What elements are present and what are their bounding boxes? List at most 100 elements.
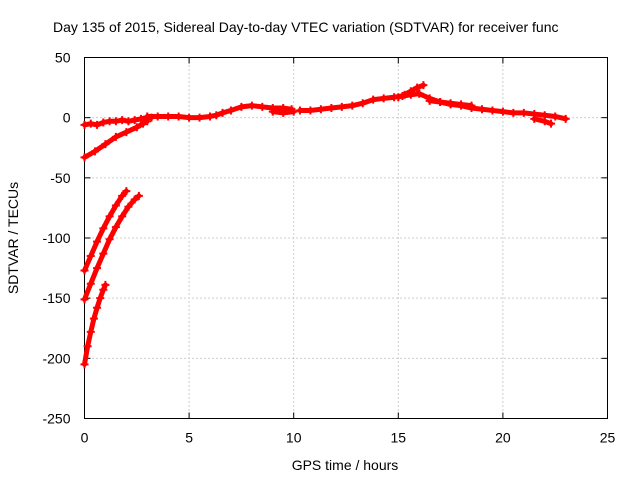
data-series [80,117,152,162]
data-point [143,112,152,121]
data-point [394,93,403,102]
data-point [498,107,507,116]
data-series [143,101,296,122]
y-tick-label: -100 [42,230,70,246]
data-point [337,102,346,111]
data-point [185,113,194,122]
data-point [93,264,102,273]
data-point [130,116,139,125]
data-point [348,101,357,110]
data-series [80,280,110,369]
data-point [425,96,434,105]
data-point [136,114,145,123]
data-point [99,285,108,294]
y-tick-label: -150 [42,290,70,306]
data-point [509,108,518,117]
data-point [101,280,110,289]
y-tick-label: -250 [42,411,70,427]
y-tick-label: -200 [42,350,70,366]
data-point [195,113,204,122]
data-segment [82,253,94,273]
y-tick-label: 0 [63,110,71,126]
data-point [111,117,120,126]
data-point [164,112,173,121]
data-point [93,237,102,246]
data-point [111,201,120,210]
data-point [206,112,215,121]
x-tick-label: 25 [600,430,616,446]
data-point [99,249,108,258]
data-point [247,101,256,110]
data-point [80,295,89,304]
data-point [124,117,133,126]
data-point [134,191,143,200]
data-point [379,94,388,103]
y-tick-label: 50 [55,50,71,66]
data-point [218,108,227,117]
data-point [105,212,114,221]
data-point [86,279,95,288]
data-point [118,191,127,200]
data-point [488,106,497,115]
data-point [80,153,89,162]
data-points [80,81,570,369]
x-tick-label: 10 [286,430,302,446]
data-point [258,102,267,111]
x-axis-label: GPS time / hours [292,457,399,473]
data-segment [100,236,113,257]
y-axis-label: SDTVAR / TECUs [5,182,21,294]
data-point [467,101,476,110]
data-point [139,119,148,128]
data-series [425,96,476,110]
data-point [80,120,89,129]
data-point [436,98,445,107]
data-point [406,87,415,96]
data-point [477,105,486,114]
data-point [413,83,422,92]
data-point [519,108,528,117]
data-point [89,314,98,323]
data-segment [82,281,94,302]
data-point [327,104,336,113]
x-tick-label: 5 [185,430,193,446]
x-tick-label: 15 [391,430,407,446]
data-point [80,360,89,369]
data-point [80,266,89,275]
data-point [130,195,139,204]
data-point [279,108,288,117]
data-point [124,202,133,211]
data-point [174,112,183,121]
data-point [540,117,549,126]
data-point [83,342,92,351]
data-point [132,123,141,132]
data-point [86,252,95,261]
data-point [122,128,131,137]
data-point [547,119,556,128]
data-point [226,106,235,115]
data-point [93,303,102,312]
data-point [306,106,315,115]
axis-ticks: 0 5 10 15 20 25 50 0 -50 -100 -150 -200 -250 [42,50,615,446]
data-point [122,187,131,196]
data-point [415,89,424,98]
data-point [99,224,108,233]
data-point [369,95,378,104]
data-point [358,99,367,108]
data-point [105,235,114,244]
data-point [86,119,95,128]
data-point [101,140,110,149]
data-point [551,112,560,121]
data-series [530,114,556,128]
data-point [289,107,298,116]
data-series [268,107,298,117]
y-tick-label: -50 [50,170,70,186]
data-point [419,81,428,90]
data-point [90,147,99,156]
x-tick-label: 0 [81,430,89,446]
data-point [93,120,102,129]
data-series [80,191,143,304]
data-point [268,107,277,116]
data-point [400,90,409,99]
data-point [153,112,162,121]
